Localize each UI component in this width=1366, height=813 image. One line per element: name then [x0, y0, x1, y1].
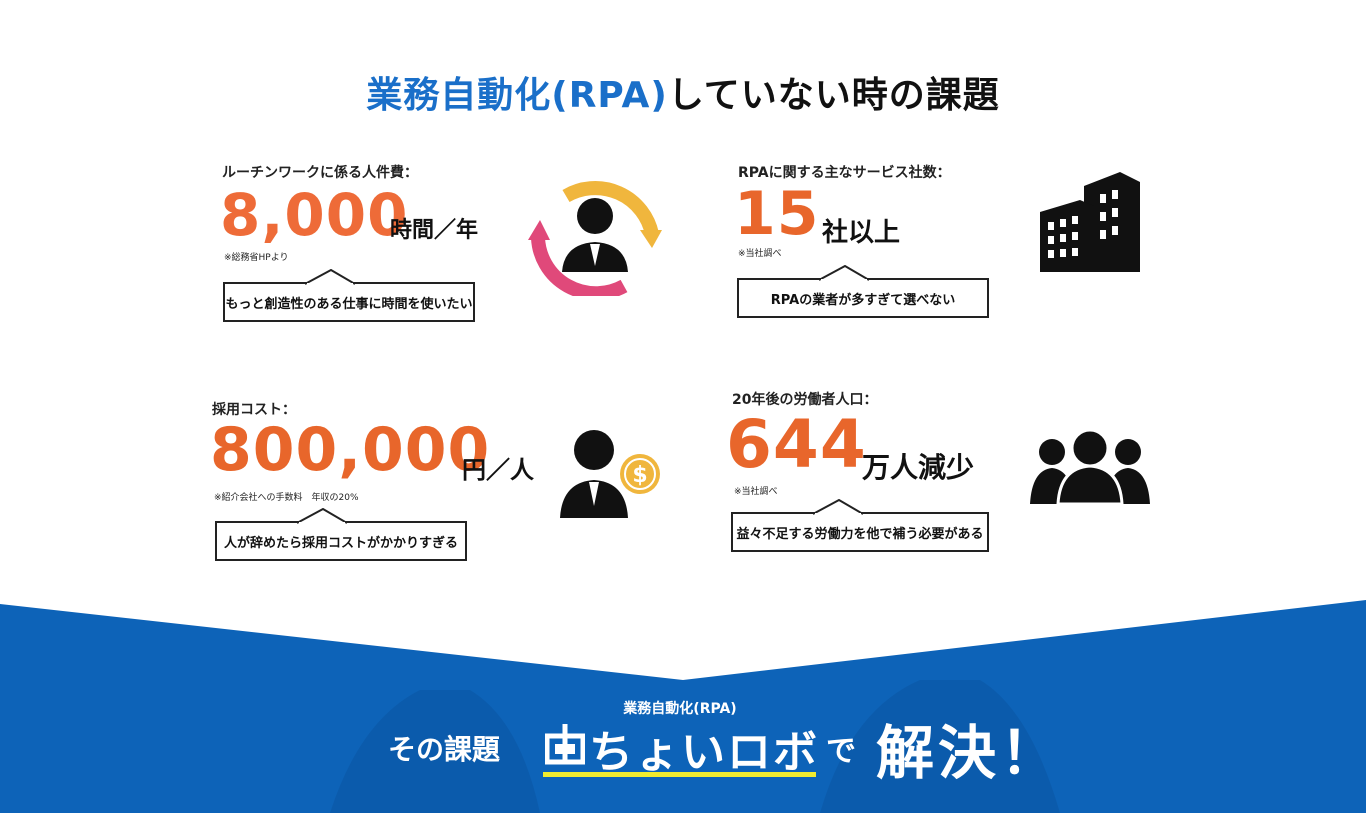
bubble-text: 人が辞めたら採用コストがかかりすぎる: [223, 535, 458, 551]
card-label: 採用コスト：: [212, 402, 296, 418]
card-label: ルーチンワークに係る人件費：: [222, 165, 418, 181]
card-value: 8,000: [220, 181, 409, 249]
title-accent: 業務自動化(RPA): [366, 75, 668, 116]
bubble-text: もっと創造性のある仕事に時間を使いたい: [225, 296, 473, 312]
card-note: ※総務省HPより: [224, 253, 289, 263]
person-cycle-icon: [528, 181, 662, 296]
card-note: ※当社調べ: [738, 249, 782, 259]
bubble-text: RPAの業者が多すぎて選べない: [770, 292, 956, 308]
footer-solve-text: 解決！: [876, 719, 1063, 787]
speech-bubble: 益々不足する労働力を他で補う必要がある: [731, 499, 989, 552]
title-rest: していない時の課題: [667, 75, 1000, 116]
bubble-tail: [305, 269, 355, 285]
speech-bubble: 人が辞めたら採用コストがかかりすぎる: [215, 508, 467, 561]
person-coin-icon: $: [560, 430, 660, 518]
svg-text:$: $: [632, 463, 647, 488]
office-building-icon: [1040, 172, 1140, 272]
bubble-tail: [297, 508, 347, 524]
card-value: 800,000: [210, 415, 491, 485]
card-note: ※紹介会社への手数料 年収の20%: [214, 493, 359, 503]
card-unit: 社以上: [822, 218, 901, 248]
card-label: RPAに関する主なサービス社数：: [738, 165, 951, 181]
robot-logo-icon: [545, 724, 585, 765]
bubble-tail: [813, 499, 863, 515]
card-label: 20年後の労働者人口：: [732, 392, 878, 408]
bubble-text: 益々不足する労働力を他で補う必要がある: [736, 526, 984, 542]
card-unit: 円／人: [462, 456, 534, 484]
product-logo: ちょいロボ: [543, 716, 817, 778]
footer-subtitle: 業務自動化(RPA): [623, 701, 737, 717]
card-value: 15: [734, 179, 820, 249]
footer-lead-text: その課題: [388, 733, 501, 766]
logo-underline: [543, 772, 816, 777]
card-unit: 時間／年: [390, 218, 479, 243]
group-people-icon: [1030, 428, 1150, 504]
speech-bubble: もっと創造性のある仕事に時間を使いたい: [223, 269, 475, 322]
speech-bubble: RPAの業者が多すぎて選べない: [737, 265, 989, 318]
footer-banner: [0, 600, 1366, 813]
card-note: ※当社調べ: [734, 487, 778, 497]
page-title: 業務自動化(RPA)していない時の課題: [0, 66, 1366, 118]
bubble-tail: [819, 265, 869, 281]
card-unit: 万人減少: [862, 451, 975, 484]
card-value: 644: [726, 406, 867, 483]
footer-connector: で: [826, 734, 856, 769]
logo-text: ちょいロボ: [589, 727, 819, 778]
